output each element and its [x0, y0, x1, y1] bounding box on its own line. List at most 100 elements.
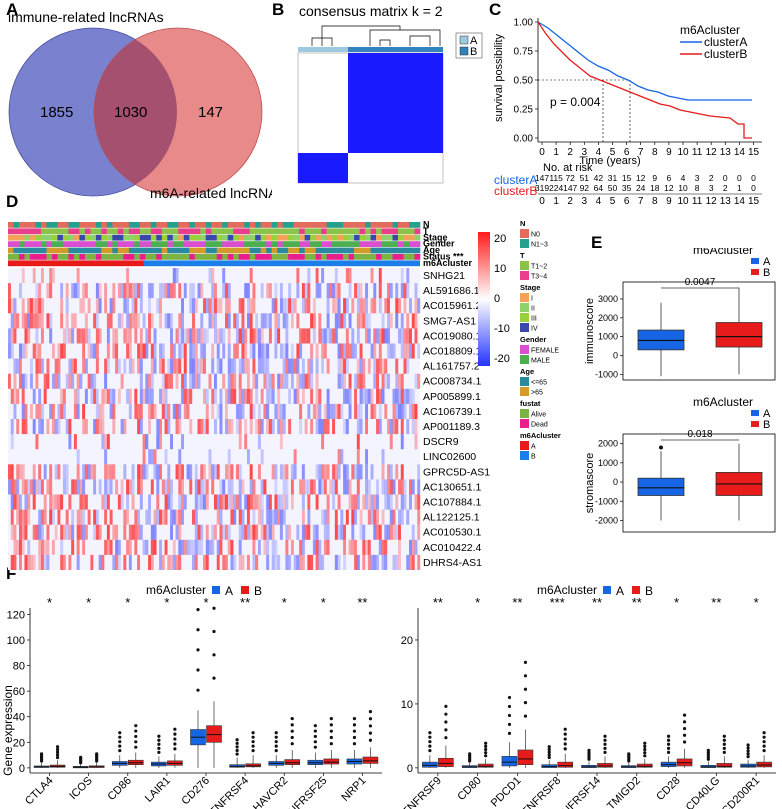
heatmap-cell	[10, 554, 14, 570]
heatmap-cell	[392, 419, 396, 435]
annotation-cell	[315, 234, 322, 241]
annotation-cell	[376, 222, 382, 228]
heatmap-cell	[153, 509, 157, 525]
heatmap-cell	[71, 479, 75, 495]
heatmap-cell	[400, 373, 404, 389]
heatmap-cell	[192, 509, 195, 525]
box-outlier	[157, 742, 161, 746]
heatmap-cell	[172, 358, 176, 374]
heatmap-cell	[54, 419, 58, 435]
annotation-cell	[266, 254, 272, 260]
heatmap-cell	[222, 328, 226, 344]
heatmap-cell	[387, 298, 390, 314]
heatmap-cell	[87, 464, 91, 480]
heatmap-cell	[13, 328, 17, 344]
annotation-cell	[172, 247, 179, 254]
heatmap-cell	[10, 388, 14, 404]
heatmap-cell	[238, 403, 242, 419]
annotation-cell	[304, 234, 311, 241]
heatmap-cell	[38, 539, 42, 555]
heatmap-cell	[32, 419, 36, 435]
heatmap-cell	[288, 554, 292, 570]
annotation-cell	[112, 254, 119, 260]
annotation-cell	[249, 228, 256, 235]
heatmap-cell	[38, 343, 42, 359]
box-outlier	[682, 726, 687, 731]
heatmap-cell	[244, 419, 248, 435]
annotation-cell	[57, 222, 64, 228]
heatmap-cell	[126, 313, 130, 329]
heatmap-cell	[76, 403, 80, 419]
heatmap-cell	[310, 554, 314, 570]
venn-overlap-count: 1030	[114, 104, 147, 121]
heatmap-cell	[406, 358, 410, 374]
annotation-cell	[337, 254, 344, 260]
heatmap-cell	[351, 298, 355, 314]
annotation-cell	[299, 254, 305, 260]
annotation-cell	[315, 222, 322, 228]
heatmap-cell	[337, 298, 341, 314]
annotation-cell	[370, 228, 377, 235]
heatmap-cell	[84, 358, 88, 374]
heatmap-cell	[337, 313, 341, 329]
heatmap-gene-label: AL591686.1	[423, 285, 480, 297]
heatmap-cell	[98, 524, 102, 540]
box-outlier	[507, 704, 512, 709]
heatmap-cell	[131, 494, 135, 510]
annotation-cell	[255, 234, 261, 241]
heatmap-cell	[337, 358, 341, 374]
heatmap-cell	[257, 509, 261, 525]
box-outlier	[212, 676, 216, 680]
heatmap-cell	[387, 419, 390, 435]
significance-mark: ***	[550, 595, 565, 610]
heatmap-cell	[222, 524, 226, 540]
annotation-cell	[304, 254, 311, 260]
box-outlier	[329, 729, 333, 733]
heatmap-cell	[205, 403, 209, 419]
heatmap-cell	[205, 494, 209, 510]
heatmap-cell	[378, 539, 382, 555]
box-outlier	[55, 755, 60, 760]
box-outlier	[603, 738, 607, 742]
heatmap-cell	[139, 479, 143, 495]
annotation-cell	[123, 222, 130, 228]
annotation-cell	[376, 254, 382, 260]
heatmap-cell	[38, 464, 42, 480]
heatmap-cell	[18, 524, 22, 540]
heatmap-cell	[175, 358, 179, 374]
annotation-cell	[150, 222, 157, 228]
heatmap-cell	[323, 403, 327, 419]
heatmap-cell	[241, 313, 245, 329]
heatmap-cell	[181, 494, 184, 510]
heatmap-cell	[139, 328, 143, 344]
heatmap-cell	[214, 419, 217, 435]
annotation-cell	[233, 222, 240, 228]
annotation-cell	[18, 228, 25, 235]
heatmap-cell	[318, 328, 322, 344]
heatmap-cell	[194, 328, 198, 344]
heatmap-cell	[356, 328, 360, 344]
heatmap-cell	[60, 283, 64, 299]
heatmap-cell	[131, 358, 135, 374]
annotation-cell	[101, 247, 108, 254]
heatmap-cell	[367, 388, 371, 404]
heatmap-cell	[227, 388, 231, 404]
heatmap-cell	[164, 283, 168, 299]
heatmap-cell	[60, 388, 64, 404]
annotation-cell	[359, 247, 366, 254]
heatmap-cell	[186, 464, 190, 480]
heatmap-cell	[79, 509, 83, 525]
heatmap-cell	[159, 434, 163, 450]
annotation-cell	[244, 254, 251, 260]
risk-cell-clusterA: 0	[723, 173, 728, 183]
legend-swatch	[520, 441, 529, 450]
heatmap-cell	[82, 298, 86, 314]
annotation-cell	[51, 228, 58, 235]
annotation-cell	[288, 254, 294, 260]
heatmap-cell	[175, 328, 179, 344]
heatmap-cell	[381, 449, 385, 465]
heatmap-cell	[244, 434, 248, 450]
heatmap-cell	[227, 373, 231, 389]
survival-xlabel: Time (years)	[579, 155, 640, 167]
heatmap-cell	[282, 343, 286, 359]
